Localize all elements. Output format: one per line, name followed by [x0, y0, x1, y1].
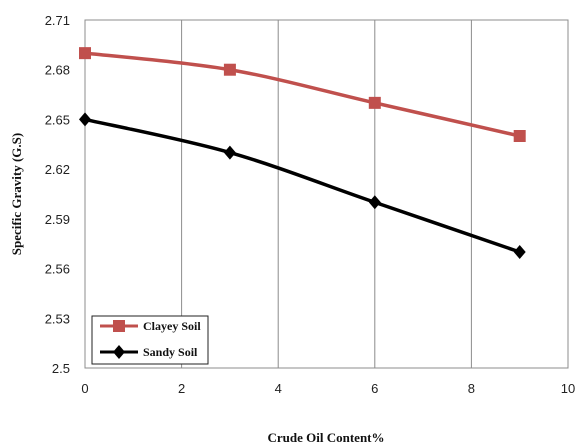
legend-label: Clayey Soil [143, 319, 201, 333]
legend-marker [113, 345, 125, 359]
x-tick-label: 10 [561, 381, 575, 396]
x-tick-label: 2 [178, 381, 185, 396]
data-point [513, 130, 526, 142]
x-axis-title: Crude Oil Content% [268, 430, 385, 445]
legend-label: Sandy Soil [143, 345, 198, 359]
series-2 [79, 112, 526, 259]
y-tick-label: 2.53 [45, 311, 70, 326]
plot-area [84, 19, 569, 369]
y-tick-label: 2.56 [45, 262, 70, 277]
data-point [79, 112, 91, 127]
x-axis-tick-labels: 0 2 4 6 8 10 [81, 381, 575, 396]
y-tick-label: 2.68 [45, 63, 70, 78]
x-tick-label: 4 [275, 381, 282, 396]
x-tick-label: 8 [468, 381, 475, 396]
data-point [513, 245, 526, 259]
x-tick-label: 0 [81, 381, 88, 396]
data-point [79, 47, 91, 60]
series-line [84, 51, 521, 138]
y-tick-label: 2.59 [45, 212, 70, 227]
data-point [223, 145, 236, 160]
x-tick-label: 6 [371, 381, 378, 396]
data-point [368, 96, 381, 109]
y-tick-label: 2.5 [52, 361, 70, 376]
legend-item: Clayey Soil [100, 319, 201, 333]
legend-box [91, 315, 209, 365]
series-1 [79, 47, 526, 142]
legend: Clayey Soil Sandy Soil [91, 315, 209, 365]
y-tick-label: 2.65 [45, 112, 70, 127]
data-point [223, 63, 236, 76]
y-axis-tick-labels: 2.5 2.53 2.56 2.59 2.62 2.65 2.68 2.71 [45, 13, 70, 376]
legend-item: Sandy Soil [100, 345, 198, 359]
data-point [368, 195, 381, 210]
series-line [84, 117, 521, 254]
series-group [79, 47, 526, 259]
legend-marker [113, 320, 125, 332]
y-tick-label: 2.62 [45, 162, 70, 177]
y-tick-label: 2.71 [45, 13, 70, 28]
y-axis-title: Specific Gravity (G.S) [9, 133, 24, 255]
